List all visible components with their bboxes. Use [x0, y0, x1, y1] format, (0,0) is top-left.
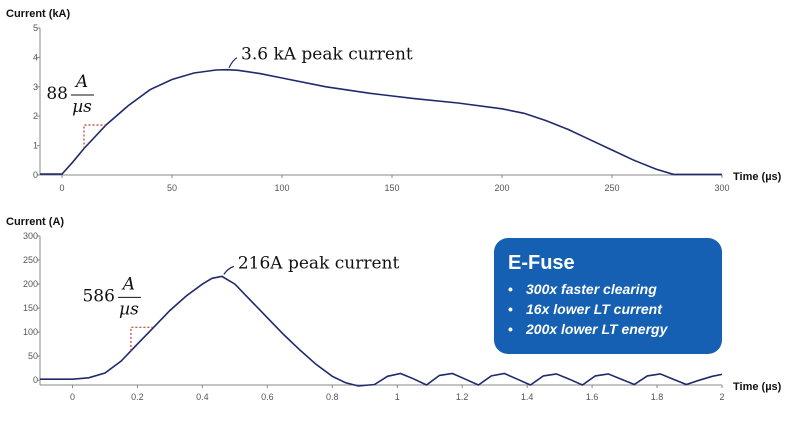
y-tick-label: 50: [28, 351, 38, 361]
slope-value: 586: [82, 286, 114, 306]
callout-item: • 16x lower LT current: [508, 301, 662, 317]
x-tick-label: 50: [167, 183, 177, 193]
callout-list: • 300x faster clearing • 16x lower LT curr…: [508, 281, 722, 337]
y-tick-label: 2: [33, 111, 38, 121]
bullet-icon: •: [508, 281, 513, 297]
x-tick-label: 1.2: [456, 392, 469, 402]
peak-label: 216A peak current: [238, 253, 400, 273]
x-tick-label: 0.4: [196, 392, 209, 402]
bullet-icon: •: [508, 301, 513, 317]
x-tick-label: 1.8: [651, 392, 664, 402]
peak-leader-line: [228, 57, 238, 69]
y-tick-label: 0: [33, 170, 38, 180]
y-tick-label: 300: [23, 231, 38, 241]
x-tick-label: 0.2: [131, 392, 144, 402]
y-tick-label: 100: [23, 327, 38, 337]
callout-item: • 200x lower LT energy: [508, 321, 668, 337]
y-axis-label: Current (A): [6, 216, 64, 228]
slope-denominator: µs: [72, 97, 92, 117]
y-tick-label: 200: [23, 279, 38, 289]
x-tick-label: 150: [384, 183, 399, 193]
y-tick-label: 3: [33, 82, 38, 92]
peak-leader-line: [223, 265, 235, 275]
current-series-line: [40, 68, 722, 176]
x-tick-label: 200: [494, 183, 509, 193]
slope-value: 88: [46, 84, 68, 104]
slope-numerator: A: [74, 72, 88, 92]
x-tick-label: 1.6: [586, 392, 599, 402]
y-tick-label: 1: [33, 141, 38, 151]
callout-item: • 300x faster clearing: [508, 281, 657, 297]
y-tick-label: 150: [23, 303, 38, 313]
y-tick-label: 5: [33, 23, 38, 33]
x-tick-label: 0.6: [261, 392, 274, 402]
slope-numerator: A: [121, 274, 135, 294]
x-tick-label: 0: [70, 392, 75, 402]
x-tick-label: 0: [59, 183, 64, 193]
bottom-chart: 0 50 100 150 200 250 300 0 0.2 0.4 0.6 0.8 1 1.2 1.4 1.…: [6, 216, 782, 402]
peak-label: 3.6 kA peak current: [241, 45, 413, 65]
x-tick-label: 0.8: [326, 392, 339, 402]
efuse-callout-box: E-Fuse • 300x faster clearing • 16x lower …: [494, 238, 722, 354]
y-tick-label: 0: [33, 375, 38, 385]
x-tick-label: 2: [719, 392, 724, 402]
current-series-line: [40, 275, 723, 387]
y-tick-label: 4: [33, 52, 38, 62]
x-tick-label: 1: [395, 392, 400, 402]
x-tick-label: 250: [604, 183, 619, 193]
y-axis-label: Current (kA): [6, 8, 71, 20]
x-tick-label: 100: [274, 183, 289, 193]
x-axis-label: Time (µs): [733, 381, 782, 393]
bullet-icon: •: [508, 321, 513, 337]
x-tick-label: 300: [714, 183, 729, 193]
y-tick-label: 250: [23, 255, 38, 265]
callout-title: E-Fuse: [508, 252, 575, 274]
x-axis-label: Time (µs): [733, 171, 782, 183]
x-tick-label: 1.4: [521, 392, 534, 402]
slope-denominator: µs: [119, 299, 139, 319]
